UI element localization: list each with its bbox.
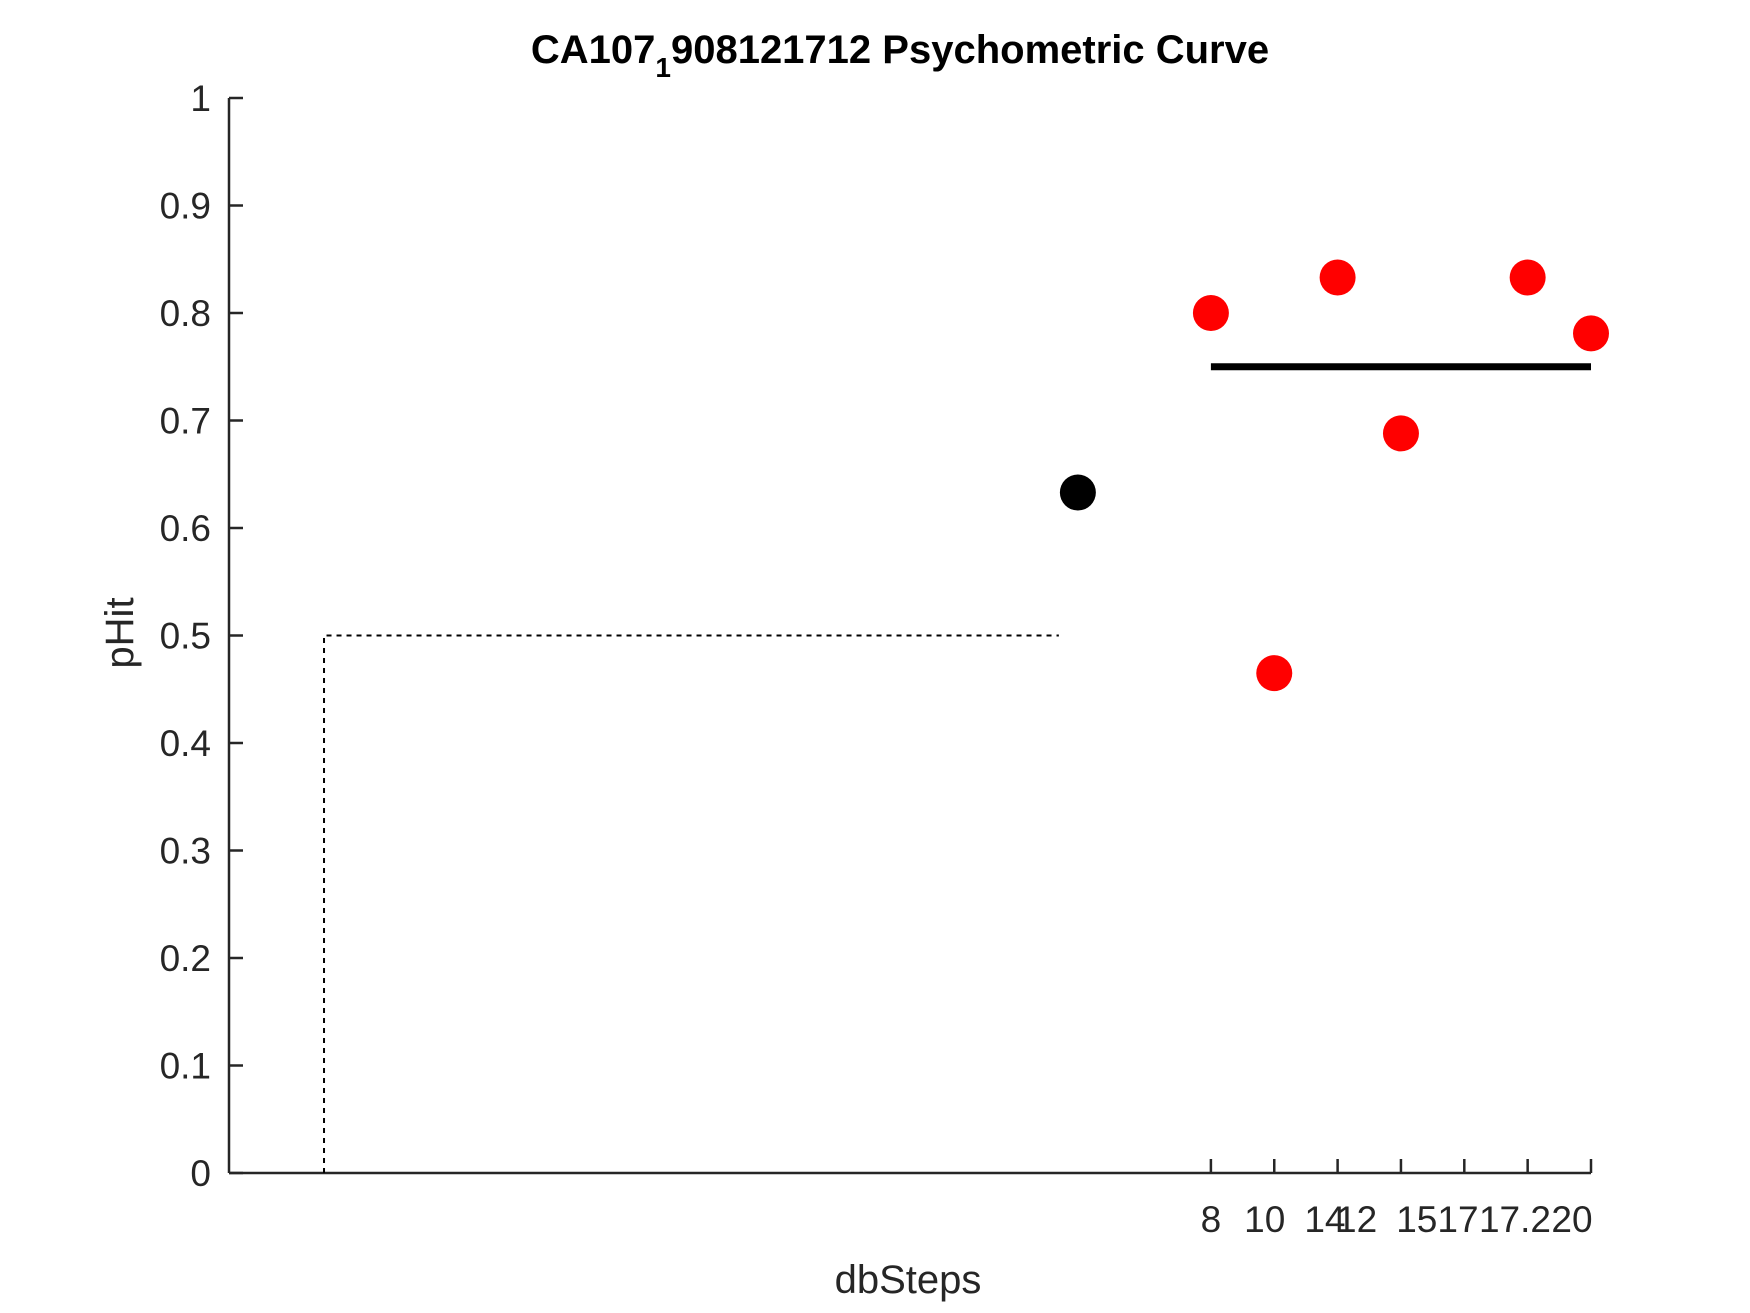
y-tick-label: 1 (190, 78, 211, 119)
data-points (1059, 259, 1609, 692)
x-tick-label: 17.2 (1479, 1199, 1551, 1240)
data-point (1382, 415, 1419, 452)
data-point (1573, 315, 1609, 352)
y-tick-label: 0.7 (160, 401, 211, 442)
x-tick-label: 8 (1201, 1199, 1222, 1240)
y-tick-label: 0.4 (160, 723, 211, 764)
reference-lines (323, 363, 1591, 1173)
x-tick-label: 10 (1244, 1199, 1285, 1240)
y-tick-label: 0.1 (160, 1046, 211, 1087)
y-tick-label: 0.5 (160, 616, 211, 657)
data-point (1256, 655, 1293, 692)
data-point (1319, 259, 1356, 296)
y-axis: 0 0.1 0.2 0.3 0.4 0.5 0.6 0.7 0.8 0.9 1 (160, 78, 243, 1194)
data-point (1509, 259, 1546, 296)
x-tick-label: 12 (1336, 1199, 1377, 1240)
y-tick-label: 0.9 (160, 186, 211, 227)
threshold-line (323, 634, 1059, 1173)
x-axis-label: dbSteps (835, 1258, 982, 1302)
y-axis-label: pHit (98, 597, 142, 668)
x-tick-label: 15 (1396, 1199, 1437, 1240)
data-point (1192, 295, 1229, 331)
x-tick-label: 14 (1304, 1199, 1345, 1240)
y-tick-label: 0.3 (160, 831, 211, 872)
catch-point (1059, 474, 1096, 511)
y-tick-label: 0.6 (160, 508, 211, 549)
chart-title: CA1071908121712 Psychometric Curve (531, 28, 1269, 83)
y-tick-label: 0 (190, 1153, 211, 1194)
x-tick-label: 17 (1437, 1199, 1478, 1240)
y-tick-label: 0.8 (160, 293, 211, 334)
x-tick-label: 20 (1551, 1199, 1592, 1240)
y-tick-label: 0.2 (160, 938, 211, 979)
